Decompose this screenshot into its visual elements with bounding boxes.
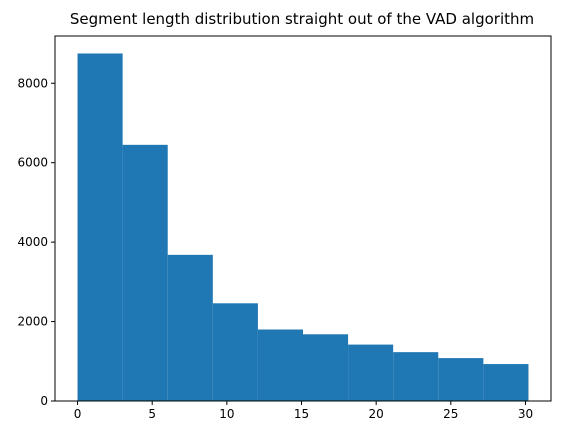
x-tick-label: 10 — [219, 407, 234, 421]
histogram-bar — [348, 344, 394, 401]
y-tick-label: 2000 — [17, 315, 48, 329]
bars-group — [77, 53, 529, 401]
y-tick-label: 6000 — [17, 156, 48, 170]
x-tick-label: 25 — [443, 407, 458, 421]
histogram-bar — [212, 303, 258, 401]
histogram-bar — [167, 254, 213, 401]
histogram-bar — [393, 352, 439, 401]
histogram-bar — [77, 53, 123, 401]
plot-frame — [54, 35, 552, 402]
histogram-bar — [483, 364, 529, 401]
y-tick-label: 4000 — [17, 235, 48, 249]
histogram-bar — [303, 334, 349, 401]
chart-title: Segment length distribution straight out… — [70, 10, 534, 28]
x-axis-ticks: 0 5 10 15 20 25 30 — [74, 401, 533, 421]
x-tick-label: 20 — [369, 407, 384, 421]
histogram-bar — [257, 329, 303, 401]
y-tick-label: 0 — [40, 394, 48, 408]
y-axis-ticks: 0 2000 4000 6000 8000 — [17, 76, 55, 408]
x-tick-label: 30 — [518, 407, 533, 421]
histogram-bar — [438, 358, 484, 401]
x-tick-label: 5 — [148, 407, 156, 421]
y-tick-label: 8000 — [17, 76, 48, 90]
x-tick-label: 15 — [294, 407, 309, 421]
histogram-bar — [122, 144, 168, 401]
x-tick-label: 0 — [74, 407, 82, 421]
